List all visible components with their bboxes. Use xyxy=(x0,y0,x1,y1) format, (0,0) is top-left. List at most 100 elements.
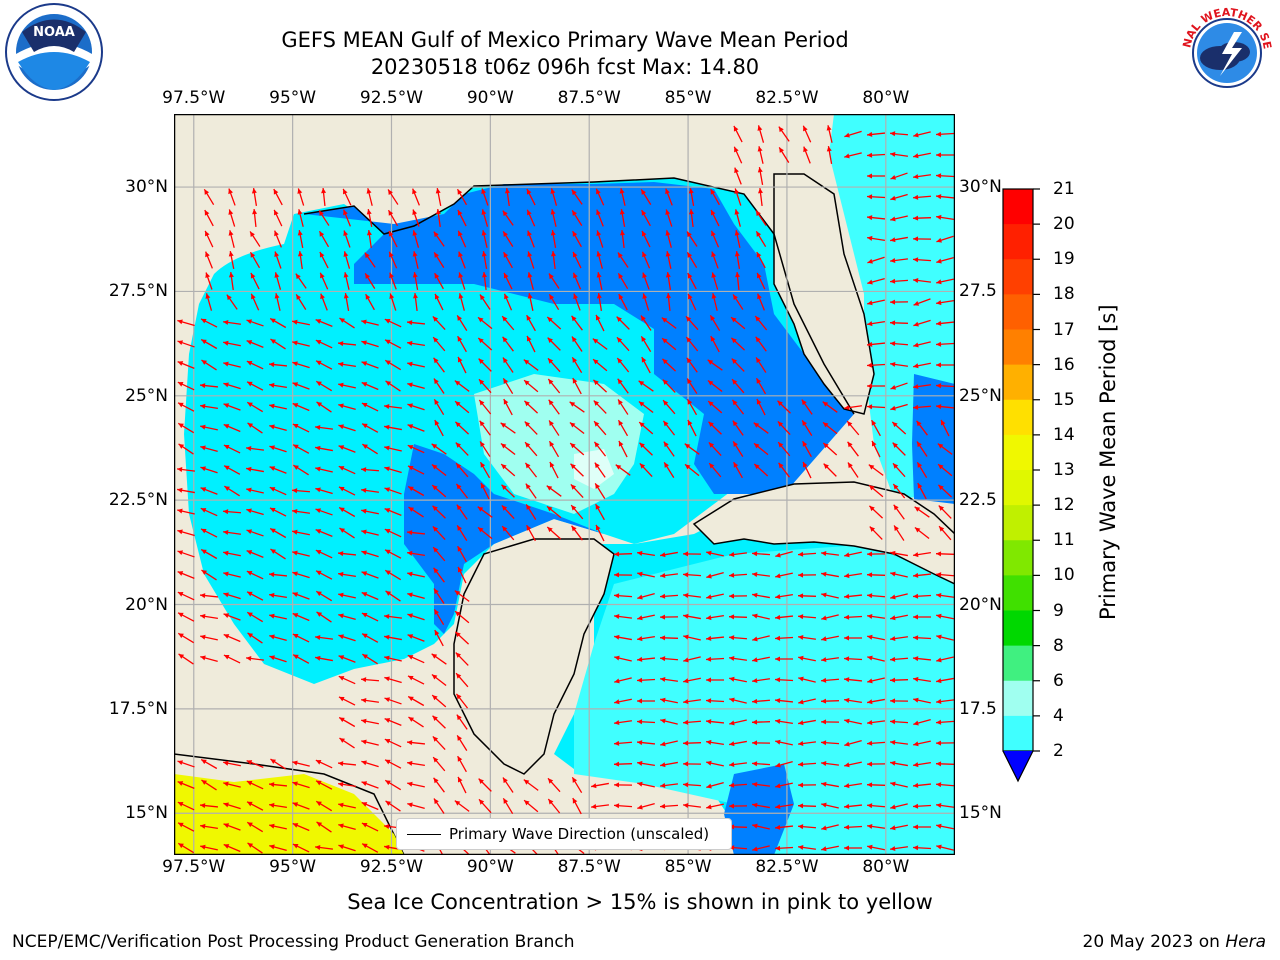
wave-arrow-head xyxy=(775,698,781,704)
wave-arrow-head xyxy=(274,230,279,237)
wave-arrow-head xyxy=(362,423,368,429)
colorbar-tick-label: 6 xyxy=(1053,670,1064,691)
wave-arrow-head xyxy=(408,507,415,512)
wave-arrow-head xyxy=(223,592,229,598)
wave-arrow-head xyxy=(316,821,323,827)
colorbar-segment xyxy=(1003,329,1033,366)
wave-arrow-head xyxy=(637,550,643,556)
wave-arrow-head xyxy=(729,762,735,767)
wave-arrow-head xyxy=(591,783,597,789)
wave-arrow-head xyxy=(637,571,643,577)
wave-arrow-head xyxy=(457,776,463,783)
wave-arrow-head xyxy=(706,594,712,600)
wave-arrow-head xyxy=(339,318,346,323)
wave-arrow-head xyxy=(269,466,276,471)
wave-arrow-head xyxy=(571,189,577,196)
wave-arrow-head xyxy=(246,361,253,366)
wave-arrow-head xyxy=(524,400,530,407)
wave-arrow-head xyxy=(890,195,896,201)
wave-arrow-head xyxy=(890,131,896,137)
wave-arrow-head xyxy=(384,424,390,430)
wave-arrow-head xyxy=(435,209,441,215)
caribbean-pale xyxy=(574,544,954,854)
wave-arrow-head xyxy=(757,293,762,300)
wave-arrow-head xyxy=(384,739,391,744)
wave-arrow-head xyxy=(890,571,896,577)
wave-arrow-head xyxy=(269,445,275,451)
wave-arrow-head xyxy=(913,572,919,578)
wave-arrow-head xyxy=(478,527,484,533)
wave-arrow-head xyxy=(550,230,556,236)
wave-arrow-head xyxy=(223,403,230,408)
wave-arrow-head xyxy=(867,761,873,767)
colorbar-segment xyxy=(1003,364,1033,401)
wave-arrow-head xyxy=(867,215,873,221)
colorbar-segment xyxy=(1003,610,1033,647)
lat-tick-label: 20°N xyxy=(125,594,168,615)
wave-arrow-head xyxy=(250,231,255,238)
wave-arrow-head xyxy=(361,467,367,473)
wave-arrow-head xyxy=(526,335,532,342)
wave-arrow-head xyxy=(431,464,438,470)
wave-arrow-head xyxy=(936,844,942,850)
wave-arrow-head xyxy=(316,780,322,786)
wave-arrow-head xyxy=(756,378,762,384)
wave-arrow-head xyxy=(706,573,712,579)
wave-arrow-head xyxy=(638,380,645,386)
wave-arrow-head xyxy=(433,547,439,553)
wave-arrow-head xyxy=(798,782,804,788)
wave-arrow-head xyxy=(478,358,484,364)
wave-arrow-head xyxy=(844,677,850,683)
wave-arrow-head xyxy=(683,719,689,725)
wave-arrow-head xyxy=(752,761,758,767)
wave-arrow-head xyxy=(223,382,229,388)
lat-tick-label: 25°N xyxy=(125,385,168,406)
wave-arrow-head xyxy=(456,504,462,511)
wave-arrow-head xyxy=(890,594,896,600)
wave-arrow-head xyxy=(871,440,877,447)
wave-arrow-head xyxy=(572,357,578,363)
wave-arrow-head xyxy=(201,339,207,345)
wave-arrow-head xyxy=(292,613,299,618)
wave-arrow-head xyxy=(844,132,850,138)
wave-arrow-head xyxy=(569,422,576,428)
wave-arrow-head xyxy=(775,824,781,830)
wave-arrow-head xyxy=(457,546,463,552)
wave-arrow-head xyxy=(733,462,739,468)
wave-arrow-head xyxy=(315,340,322,345)
cuba-land xyxy=(692,481,954,585)
wave-arrow-head xyxy=(665,272,671,278)
wave-arrow-head xyxy=(913,257,919,263)
wave-arrow-head xyxy=(177,508,183,514)
wave-arrow-head xyxy=(431,443,438,449)
wave-arrow-head xyxy=(729,552,735,557)
wave-arrow-head xyxy=(756,252,762,258)
wave-arrow-head xyxy=(572,777,578,783)
wave-arrow-head xyxy=(434,293,440,300)
wave-arrow-head xyxy=(315,845,321,850)
wave-arrow-head xyxy=(938,505,945,511)
wave-arrow-head xyxy=(292,423,299,429)
wave-arrow-head xyxy=(315,508,322,514)
wave-arrow-head xyxy=(413,293,418,299)
wave-arrow-head xyxy=(361,697,367,703)
wave-arrow-head xyxy=(867,572,873,578)
wave-arrow-head xyxy=(821,571,827,577)
wave-arrow-head xyxy=(178,843,184,849)
wave-arrow-head xyxy=(867,699,873,705)
wave-arrow-head xyxy=(223,802,229,808)
wave-arrow-head xyxy=(752,698,758,704)
wave-arrow-head xyxy=(729,803,735,809)
wave-arrow-head xyxy=(412,230,418,236)
wave-arrow-head xyxy=(890,760,896,766)
wave-arrow-head xyxy=(361,402,368,408)
wave-arrow-head xyxy=(338,634,344,640)
wave-arrow-head xyxy=(384,614,390,619)
wave-arrow-head xyxy=(434,630,440,636)
wave-arrow-head xyxy=(548,379,554,385)
map-panel xyxy=(174,114,955,855)
wave-arrow-head xyxy=(247,632,254,638)
wave-arrow-head xyxy=(316,360,322,366)
wave-arrow-head xyxy=(223,529,229,535)
wave-arrow-head xyxy=(711,272,717,278)
